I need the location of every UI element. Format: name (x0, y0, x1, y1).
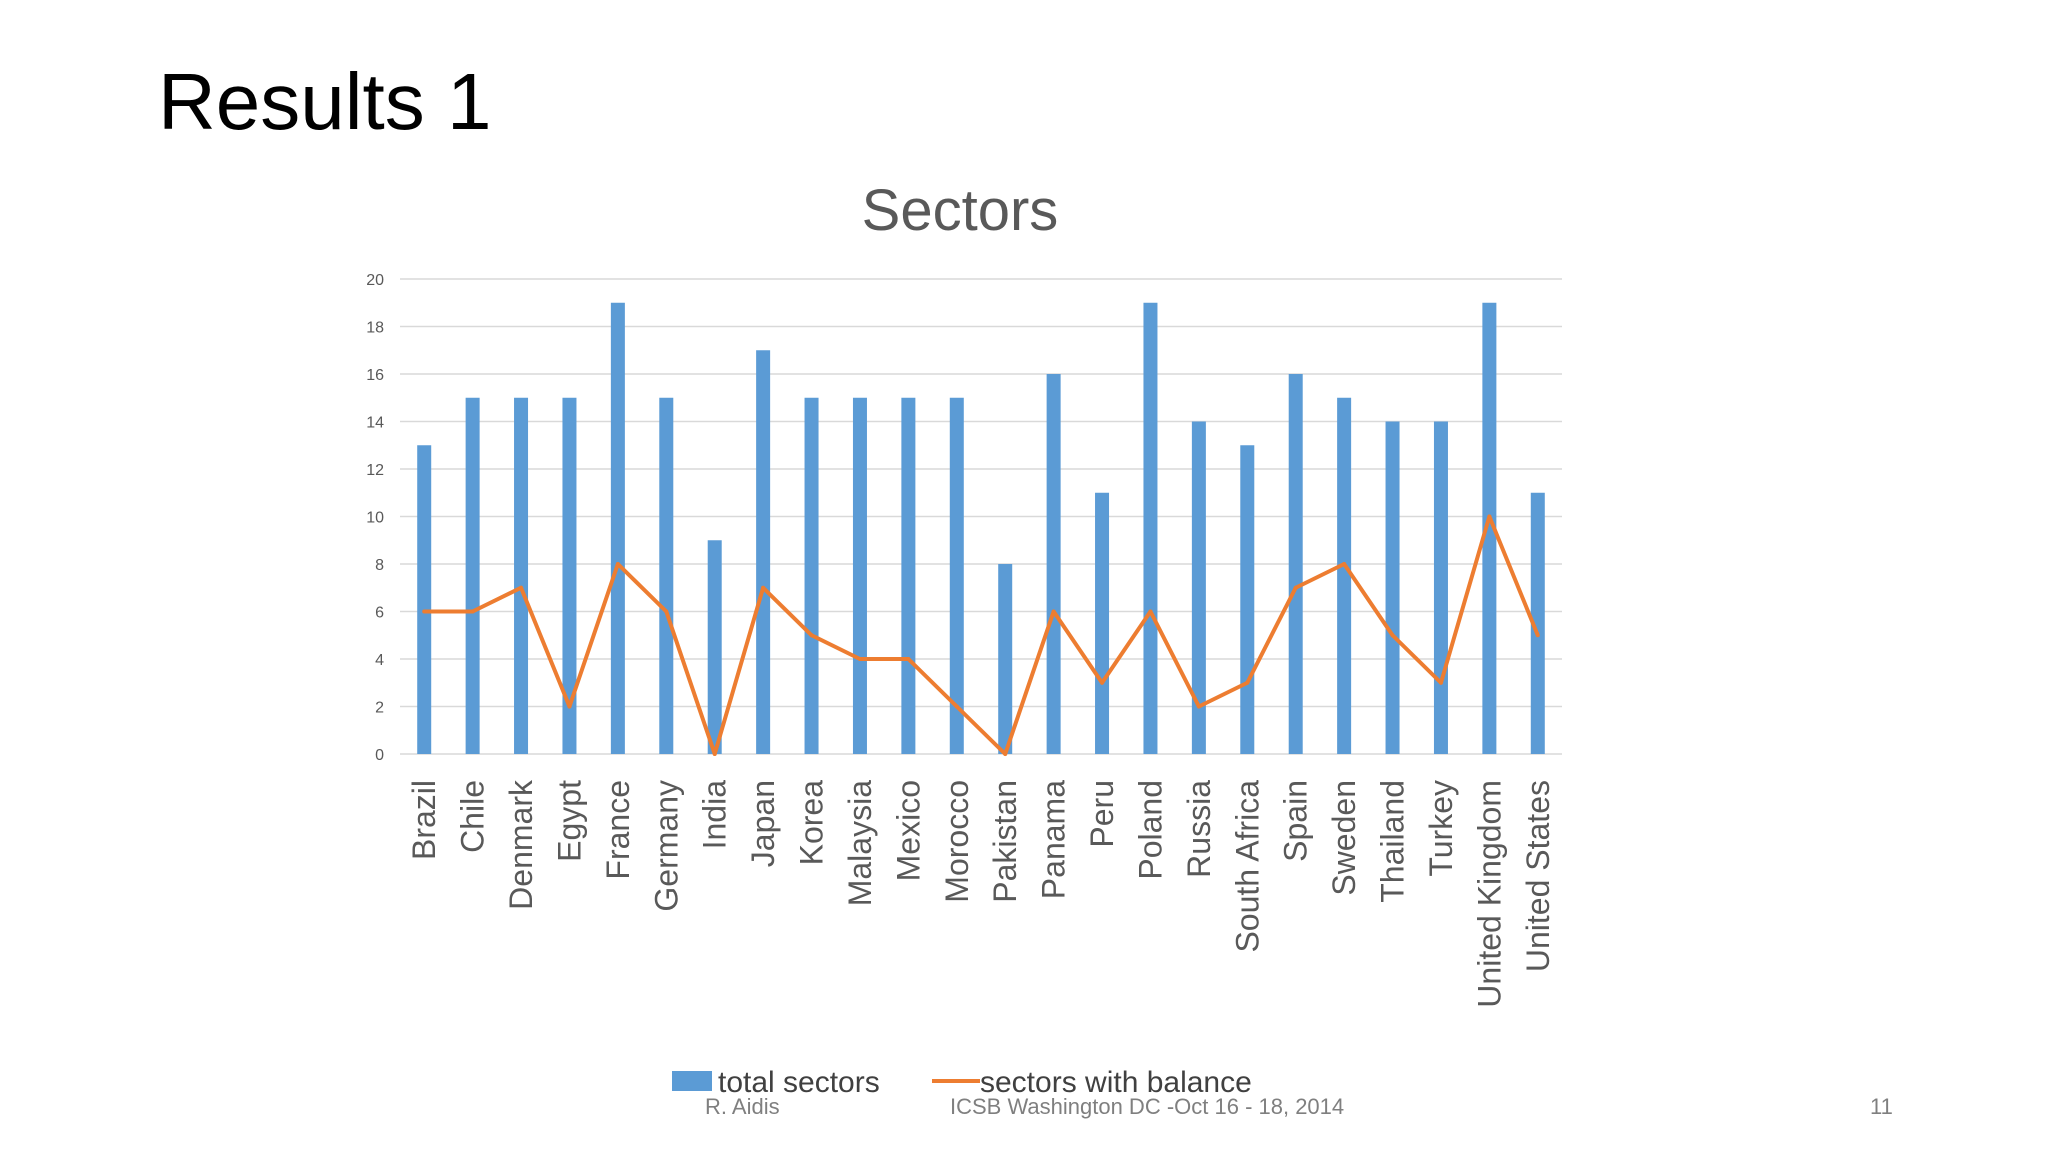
line-point-19 (1342, 562, 1347, 566)
x-tick-label: Chile (455, 780, 491, 853)
legend: total sectors sectors with balance (672, 1066, 1252, 1099)
line-series-sectors-with-balance (422, 514, 1540, 756)
y-tick-label: 16 (366, 367, 384, 384)
x-tick-label: France (600, 780, 636, 880)
line-point-6 (712, 752, 717, 756)
line-point-22 (1487, 514, 1492, 519)
page-number: 11 (1870, 1094, 1893, 1119)
line-point-0 (422, 609, 427, 614)
bar-14 (1095, 492, 1110, 754)
x-tick-label: Poland (1132, 780, 1168, 880)
line-point-12 (1003, 752, 1008, 756)
bar-7 (756, 350, 771, 754)
x-tick-label: Denmark (503, 779, 539, 910)
line-point-7 (761, 585, 766, 590)
line-point-14 (1100, 680, 1105, 685)
legend-label-sectors-with-balance: sectors with balance (980, 1066, 1252, 1099)
y-tick-label: 10 (366, 510, 384, 527)
y-axis-ticks: 0 2 4 6 8 10 12 14 16 18 20 (366, 272, 384, 764)
x-tick-label: United Kingdom (1471, 780, 1507, 1008)
bar-5 (659, 397, 674, 754)
footer-author: R. Aidis (705, 1094, 780, 1119)
x-axis-labels: Brazil Chile Denmark Egypt France Germany Indi… (406, 779, 1556, 1008)
chart-title: Sectors (862, 178, 1059, 243)
x-tick-label: Korea (794, 780, 830, 866)
x-tick-label: Germany (648, 780, 684, 912)
bar-8 (804, 397, 819, 754)
line-point-18 (1293, 585, 1298, 590)
legend-label-total-sectors: total sectors (718, 1066, 880, 1099)
y-tick-label: 12 (366, 462, 384, 479)
y-tick-label: 8 (375, 557, 384, 574)
line-point-1 (470, 609, 475, 614)
y-tick-label: 2 (375, 700, 384, 717)
bar-18 (1288, 374, 1303, 754)
x-tick-label: Pakistan (987, 780, 1023, 903)
bar-3 (562, 397, 577, 754)
bar-6 (707, 540, 722, 754)
x-tick-label: Peru (1084, 780, 1120, 848)
series-line (424, 514, 1540, 756)
line-point-17 (1245, 680, 1250, 685)
bar-22 (1482, 302, 1497, 754)
x-tick-label: Spain (1278, 780, 1314, 862)
y-tick-label: 20 (366, 272, 384, 289)
line-point-13 (1051, 609, 1056, 614)
x-tick-label: India (697, 780, 733, 850)
x-tick-label: Japan (745, 780, 781, 867)
x-tick-label: Brazil (406, 780, 442, 860)
x-tick-label: Mexico (890, 780, 926, 881)
bar-9 (852, 397, 867, 754)
line-point-3 (567, 704, 572, 709)
x-tick-label: Morocco (939, 780, 975, 903)
gridlines (400, 278, 1562, 755)
x-tick-label: Turkey (1423, 780, 1459, 877)
bar-17 (1240, 445, 1255, 754)
x-tick-label: United States (1520, 780, 1556, 972)
x-tick-label: Thailand (1375, 780, 1411, 903)
footer-event: ICSB Washington DC -Oct 16 - 18, 2014 (950, 1094, 1345, 1119)
legend-swatch-total-sectors (672, 1071, 712, 1091)
bar-11 (949, 397, 964, 754)
line-point-8 (809, 633, 814, 638)
bar-2 (514, 397, 529, 754)
y-tick-label: 6 (375, 605, 384, 622)
line-point-2 (519, 585, 524, 590)
bar-16 (1191, 421, 1206, 754)
x-tick-label: South Africa (1229, 780, 1265, 953)
line-point-11 (954, 704, 959, 709)
x-tick-label: Egypt (551, 780, 587, 862)
line-point-16 (1196, 704, 1201, 709)
line-point-20 (1390, 633, 1395, 638)
line-point-5 (664, 609, 669, 614)
bar-19 (1337, 397, 1352, 754)
bar-13 (1046, 374, 1061, 754)
y-tick-label: 0 (375, 747, 384, 764)
bar-10 (901, 397, 916, 754)
y-tick-label: 18 (366, 320, 384, 337)
bar-0 (417, 445, 432, 754)
y-tick-label: 4 (375, 652, 384, 669)
bar-4 (610, 302, 625, 754)
bar-23 (1530, 492, 1545, 754)
line-point-9 (857, 657, 862, 661)
y-tick-label: 14 (366, 415, 384, 432)
bar-1 (465, 397, 480, 754)
bar-series-total-sectors (417, 302, 1545, 754)
line-point-23 (1535, 633, 1540, 638)
x-tick-label: Malaysia (842, 780, 878, 906)
line-point-10 (906, 657, 911, 661)
bar-12 (998, 564, 1013, 754)
x-tick-label: Russia (1181, 780, 1217, 878)
bar-21 (1433, 421, 1448, 754)
bar-15 (1143, 302, 1158, 754)
line-point-21 (1438, 680, 1443, 685)
line-point-4 (615, 562, 620, 566)
line-point-15 (1148, 609, 1153, 614)
x-tick-label: Panama (1036, 780, 1072, 899)
bar-20 (1385, 421, 1400, 754)
slide-title: Results 1 (158, 57, 492, 146)
x-tick-label: Sweden (1326, 780, 1362, 896)
